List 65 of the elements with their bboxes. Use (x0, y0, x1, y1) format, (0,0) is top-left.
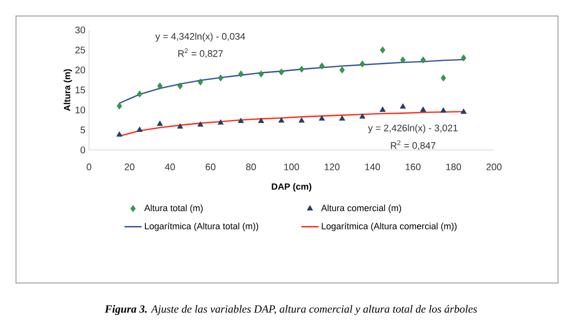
point (319, 62, 324, 70)
point (197, 121, 204, 127)
point (400, 56, 406, 64)
point (440, 107, 446, 113)
legend-label: Altura comercial (m) (321, 204, 402, 213)
point (380, 106, 386, 112)
text: Figura 3. Ajuste de las variables DAP, altura comercial y altura total de los árboles (104, 304, 477, 315)
point (299, 66, 304, 73)
point (298, 117, 305, 123)
y-tick-label: 25 (75, 46, 86, 54)
x-axis-title: DAP (cm) (272, 183, 312, 192)
point (278, 117, 284, 123)
x-tick-label: 120 (324, 164, 340, 170)
point (156, 120, 163, 126)
x-tick-label: 80 (246, 164, 256, 170)
point (178, 82, 183, 90)
y-axis-title: Altura (m) (64, 69, 72, 112)
y-tick-label: 0 (80, 146, 86, 154)
point (420, 56, 426, 64)
x-tick-label: 20 (124, 164, 134, 170)
x-tick-label: 180 (446, 164, 462, 170)
legend-label: Altura total (m) (144, 204, 203, 213)
point (461, 54, 466, 62)
x-tick-label: 60 (206, 164, 216, 170)
point (116, 131, 122, 137)
legend-label: Logarítmica (Altura comercial (m)) (322, 222, 457, 232)
point (460, 108, 467, 114)
y-tick-label: 10 (76, 106, 86, 114)
x-tick-label: 40 (164, 164, 175, 170)
y-tick-label: 5 (80, 126, 86, 134)
point (136, 126, 143, 132)
y-tick-label: 30 (75, 26, 86, 34)
point (258, 118, 264, 123)
point (218, 74, 224, 82)
y-tick-label: 15 (76, 86, 86, 94)
point (238, 70, 244, 78)
point (420, 106, 426, 112)
x-tick-label: 160 (406, 164, 421, 170)
annotation: R$^{2}$ = 0,827 (178, 48, 223, 58)
point (339, 115, 346, 121)
point (278, 68, 284, 76)
x-tick-label: 140 (365, 164, 380, 170)
point (400, 103, 406, 109)
point (340, 66, 345, 74)
point (157, 82, 162, 90)
point (137, 90, 142, 98)
x-tick-label: 100 (284, 164, 300, 170)
point (116, 102, 122, 110)
annotation: R$^{2}$ = 0,847 (390, 140, 436, 150)
point (258, 70, 264, 78)
x-tick-label: 0 (86, 164, 92, 170)
x-tick-label: 200 (486, 164, 502, 170)
legend-label: Logarítmica (Altura total (m)) (144, 222, 258, 232)
y-tick-label: 20 (75, 66, 86, 74)
point (218, 119, 224, 125)
point (238, 118, 244, 123)
annotation: y = 2,426ln(x) - 3,021 (368, 124, 458, 134)
point (380, 46, 386, 54)
point (360, 60, 365, 68)
point (318, 115, 325, 121)
point (440, 74, 446, 82)
point (177, 123, 184, 129)
point (359, 113, 366, 119)
point (198, 78, 203, 86)
annotation: y = 4,342ln(x) - 0,034 (155, 32, 246, 42)
